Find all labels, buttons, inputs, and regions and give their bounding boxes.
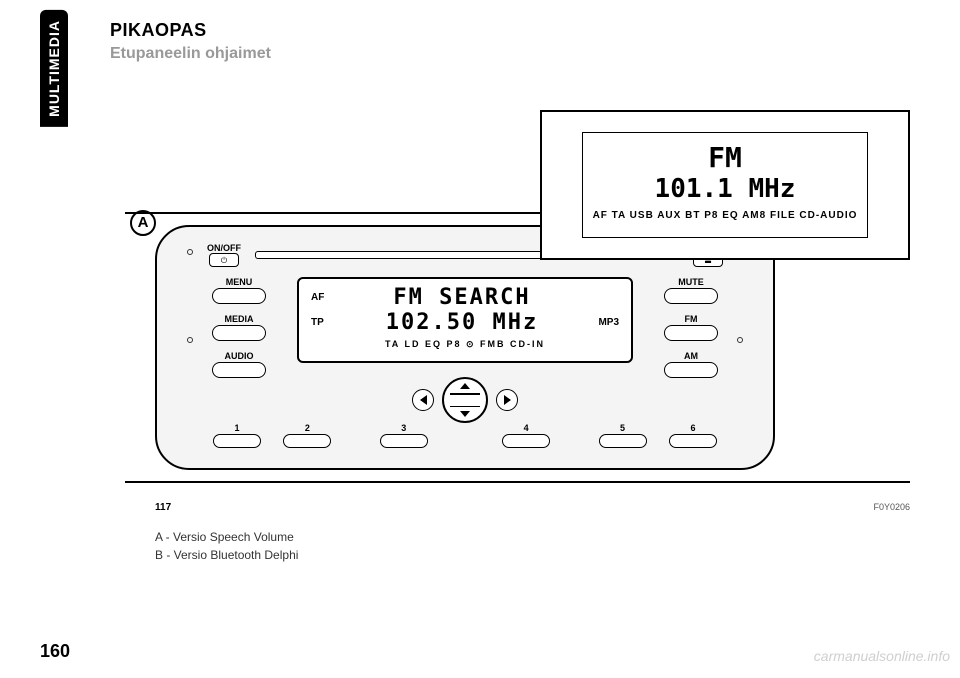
menu-stack: MENU [212, 277, 266, 304]
preset-button[interactable] [380, 434, 428, 448]
mute-stack: MUTE [664, 277, 718, 304]
audio-stack: AUDIO [212, 351, 266, 378]
display-status-row: TA LD EQ P8 ⊙ FMB CD-IN [311, 339, 619, 350]
caption-a: A - Versio Speech Volume [155, 528, 298, 546]
arrow-left-icon [420, 395, 427, 405]
preset-button[interactable] [213, 434, 261, 448]
manual-page: MULTIMEDIA PIKAOPAS Etupaneelin ohjaimet… [0, 0, 960, 678]
figure-caption: A - Versio Speech Volume B - Versio Blue… [155, 528, 298, 564]
arrow-down-icon [460, 411, 470, 417]
menu-label: MENU [226, 277, 253, 287]
arrow-right-icon [504, 395, 511, 405]
inset-status: AF TA USB AUX BT P8 EQ AM8 FILE CD-AUDIO [583, 210, 867, 221]
am-label: AM [684, 351, 698, 361]
display-tp-indicator: TP [311, 317, 335, 328]
am-button[interactable] [664, 362, 718, 378]
nav-left-button[interactable] [412, 389, 434, 411]
center-controls [157, 377, 773, 423]
am-stack: AM [664, 351, 718, 378]
figure-number: 117 [155, 502, 171, 513]
preset-4: 4 [502, 423, 550, 448]
radio-unit: ON/OFF ⏻ EJECT ⏏ MENU MEDIA AUDIO [155, 225, 775, 470]
preset-num: 1 [234, 423, 239, 433]
mute-label: MUTE [678, 277, 704, 287]
display-af-indicator: AF [311, 292, 335, 303]
preset-num: 3 [401, 423, 406, 433]
display-row-2: TP 102.50 MHz MP3 [311, 310, 619, 335]
dash-outline-bottom [125, 481, 910, 483]
media-stack: MEDIA [212, 314, 266, 341]
section-tab: MULTIMEDIA [40, 10, 68, 127]
fm-button[interactable] [664, 325, 718, 341]
preset-button[interactable] [669, 434, 717, 448]
screw-dot [737, 337, 743, 343]
caption-b: B - Versio Bluetooth Delphi [155, 546, 298, 564]
heading-primary: PIKAOPAS [110, 20, 271, 41]
left-button-column: MENU MEDIA AUDIO [199, 277, 279, 378]
display-mp3-indicator: MP3 [589, 317, 619, 328]
menu-button[interactable] [212, 288, 266, 304]
inset-line1: FM [583, 141, 867, 174]
watermark: carmanualsonline.info [814, 648, 950, 664]
radio-display: AF FM SEARCH TP 102.50 MHz MP3 TA LD EQ … [297, 277, 633, 363]
preset-row: 1 2 3 4 5 6 [157, 423, 773, 448]
screw-dot [187, 249, 193, 255]
fm-label: FM [685, 314, 698, 324]
figure-code: F0Y0206 [873, 502, 910, 512]
preset-6: 6 [669, 423, 717, 448]
media-button[interactable] [212, 325, 266, 341]
onoff-label: ON/OFF [207, 243, 241, 253]
preset-3: 3 [380, 423, 428, 448]
mute-button[interactable] [664, 288, 718, 304]
display-inset: FM 101.1 MHz AF TA USB AUX BT P8 EQ AM8 … [540, 110, 910, 260]
inset-line2: 101.1 MHz [583, 174, 867, 204]
display-main-1: FM SEARCH [335, 285, 589, 310]
preset-2: 2 [283, 423, 331, 448]
heading-secondary: Etupaneelin ohjaimet [110, 45, 271, 63]
display-main-2: 102.50 MHz [335, 310, 589, 335]
preset-num: 4 [524, 423, 529, 433]
arrow-up-icon [460, 383, 470, 389]
nav-right-button[interactable] [496, 389, 518, 411]
media-label: MEDIA [225, 314, 254, 324]
preset-button[interactable] [283, 434, 331, 448]
preset-num: 6 [690, 423, 695, 433]
preset-num: 5 [620, 423, 625, 433]
fm-stack: FM [664, 314, 718, 341]
preset-1: 1 [213, 423, 261, 448]
preset-button[interactable] [502, 434, 550, 448]
preset-num: 2 [305, 423, 310, 433]
preset-button[interactable] [599, 434, 647, 448]
power-stack: ON/OFF ⏻ [207, 243, 241, 267]
audio-label: AUDIO [225, 351, 254, 361]
inset-screen: FM 101.1 MHz AF TA USB AUX BT P8 EQ AM8 … [582, 132, 868, 238]
screw-dot [187, 337, 193, 343]
page-number: 160 [40, 641, 70, 662]
right-button-column: MUTE FM AM [651, 277, 731, 378]
page-heading: PIKAOPAS Etupaneelin ohjaimet [110, 20, 271, 63]
display-row-1: AF FM SEARCH [311, 285, 619, 310]
preset-5: 5 [599, 423, 647, 448]
center-knob[interactable] [442, 377, 488, 423]
audio-button[interactable] [212, 362, 266, 378]
power-button[interactable]: ⏻ [209, 253, 239, 267]
